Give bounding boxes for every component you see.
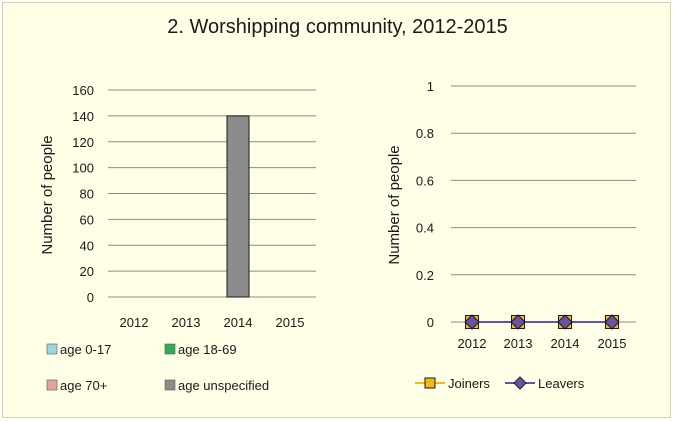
line-chart-x-tick-label: 2012 (458, 336, 487, 351)
line-chart-x-tick-label: 2013 (504, 336, 533, 351)
bar-chart-gridlines (108, 89, 316, 298)
line-chart-y-tick-label: 0.2 (416, 268, 434, 283)
bar-chart-legend: age 0-17 age 18-69 age 70+ age unspecified (46, 342, 269, 393)
legend-label: age 0-17 (60, 342, 111, 357)
line-chart-y-tick-label: 0.8 (416, 126, 434, 141)
bar-age-unspecified (226, 115, 250, 298)
bar-chart-y-tick-label: 140 (72, 109, 94, 124)
line-chart-y-tick-label: 1 (427, 79, 434, 94)
bar-chart-y-tick-label: 100 (72, 161, 94, 176)
leavers-point (510, 314, 526, 330)
line-chart-legend: Joiners Leavers (415, 376, 585, 391)
chart-title: 2. Worshipping community, 2012-2015 (167, 16, 508, 38)
line-chart-y-tick-label: 0.6 (416, 173, 434, 188)
bar-chart-y-tick-label: 80 (80, 187, 94, 202)
legend-label: age unspecified (178, 378, 269, 393)
bar-chart-x-ticks: 2012 2013 2014 2015 (120, 315, 305, 330)
line-chart-x-tick-label: 2014 (551, 336, 580, 351)
bar-chart-x-tick-label: 2015 (276, 315, 305, 330)
bar-chart-y-tick-label: 20 (80, 264, 94, 279)
line-chart-y-ticks: 0 0.2 0.4 0.6 0.8 1 (416, 79, 434, 330)
line-chart-y-axis-title: Number of people (386, 145, 403, 264)
bar-chart-y-ticks: 0 20 40 60 80 100 120 140 160 (72, 83, 94, 305)
legend-label: age 18-69 (178, 342, 237, 357)
bar-chart-x-tick-label: 2013 (172, 315, 201, 330)
bar-chart-y-tick-label: 60 (80, 212, 94, 227)
legend-label: Leavers (538, 376, 585, 391)
line-chart-y-tick-label: 0 (427, 315, 434, 330)
bar-chart-x-tick-label: 2012 (120, 315, 149, 330)
legend-label: age 70+ (60, 378, 107, 393)
line-chart-y-tick-label: 0.4 (416, 221, 434, 236)
leavers-point (604, 314, 620, 330)
legend-marker-square (424, 377, 436, 389)
line-chart-x-tick-label: 2015 (598, 336, 627, 351)
bar-chart-y-axis-title: Number of people (39, 135, 56, 254)
bar-chart-y-tick-label: 0 (87, 290, 94, 305)
legend-swatch (164, 379, 176, 391)
bar-chart-y-tick-label: 120 (72, 135, 94, 150)
line-chart-gridlines (451, 85, 636, 323)
legend-swatch (46, 343, 58, 355)
leavers-point (557, 314, 573, 330)
bar-chart-y-tick-label: 160 (72, 83, 94, 98)
line-chart-x-ticks: 2012 2013 2014 2015 (458, 336, 627, 351)
legend-swatch (164, 343, 176, 355)
line-chart-series (464, 314, 620, 330)
legend-label: Joiners (448, 376, 490, 391)
leavers-point (464, 314, 480, 330)
bar-chart-bars (226, 115, 250, 298)
chart-frame (2, 2, 671, 418)
bar-chart: 0 20 40 60 80 100 120 140 160 2012 2013 2014 2015 N… (39, 83, 316, 393)
legend-marker-diamond (513, 376, 527, 390)
bar-chart-x-tick-label: 2014 (224, 315, 253, 330)
line-chart: 0 0.2 0.4 0.6 0.8 1 2012 2013 2014 2015 Number o… (386, 79, 636, 391)
legend-swatch (46, 379, 58, 391)
bar-chart-y-tick-label: 40 (80, 238, 94, 253)
